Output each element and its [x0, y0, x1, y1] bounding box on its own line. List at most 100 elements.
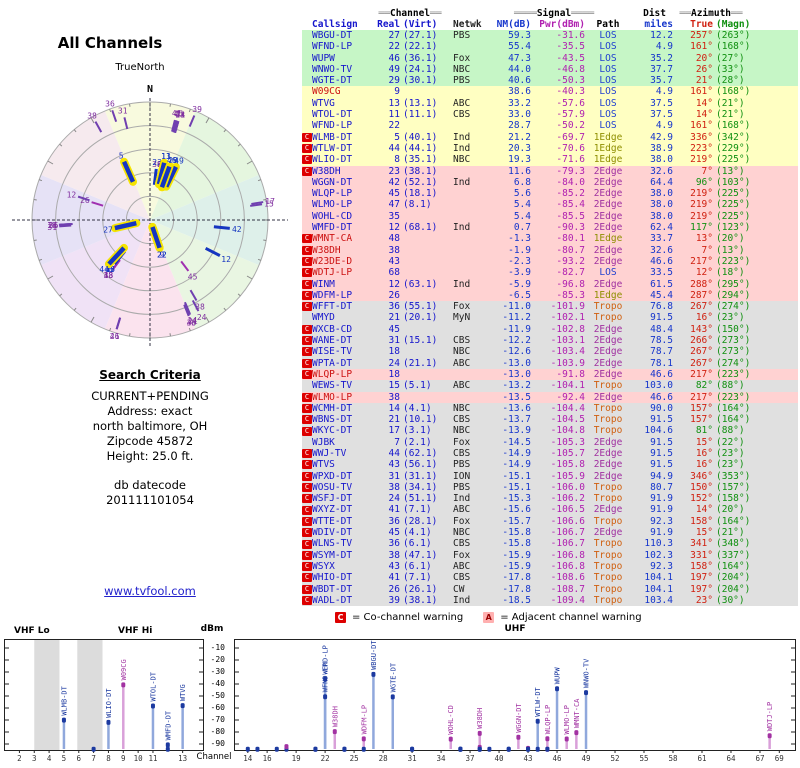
- call-cell[interactable]: W38DH: [312, 244, 341, 256]
- real-cell: 14: [388, 402, 400, 414]
- svg-text:31: 31: [118, 107, 128, 116]
- svg-text:43: 43: [187, 318, 197, 327]
- call-cell[interactable]: WEWS-TV: [312, 380, 353, 392]
- svg-text:11: 11: [148, 754, 157, 763]
- call-cell[interactable]: WOHL-CD: [312, 210, 353, 222]
- svg-text:WGTE-DT: WGTE-DT: [389, 662, 397, 692]
- call-cell[interactable]: WSYX: [312, 560, 335, 572]
- svg-text:WTOL-DT: WTOL-DT: [149, 671, 157, 701]
- call-cell[interactable]: WGGN-DT: [312, 176, 353, 188]
- call-cell[interactable]: WDTJ-LP: [312, 267, 353, 279]
- path-cell: 2Edge: [593, 165, 623, 177]
- virt-cell: (18.1): [403, 188, 438, 200]
- call-cell[interactable]: WTVS: [312, 459, 335, 471]
- real-cell: 48: [388, 233, 400, 245]
- call-cell[interactable]: WISE-TV: [312, 346, 353, 358]
- call-cell[interactable]: W23DE-D: [312, 255, 353, 267]
- pwr-cell: -79.3: [556, 165, 585, 177]
- call-cell[interactable]: WUPW: [312, 52, 335, 64]
- call-cell[interactable]: WPTA-DT: [312, 357, 353, 369]
- call-cell[interactable]: WLQP-LP: [312, 188, 353, 200]
- call-cell[interactable]: WSFJ-DT: [312, 493, 353, 505]
- net-cell: ABC: [453, 380, 471, 392]
- real-cell: 5: [394, 131, 400, 143]
- call-cell[interactable]: WMFD-DT: [312, 222, 353, 234]
- call-cell[interactable]: WTLW-DT: [312, 142, 353, 154]
- call-cell[interactable]: WFFT-DT: [312, 301, 353, 313]
- call-cell[interactable]: WLIO-DT: [312, 154, 353, 166]
- call-cell[interactable]: WLMO-LP: [312, 391, 353, 403]
- call-cell[interactable]: WCMH-DT: [312, 402, 353, 414]
- call-cell[interactable]: WDIV-DT: [312, 527, 353, 539]
- call-cell[interactable]: W09CG: [312, 86, 341, 98]
- call-cell[interactable]: WSYM-DT: [312, 549, 353, 561]
- dist-group-header: Dist: [643, 8, 666, 19]
- db-datecode-label: db datecode: [114, 478, 186, 492]
- call-cell[interactable]: WXCB-CD: [312, 323, 353, 335]
- svg-text:61: 61: [697, 754, 706, 763]
- true-cell: 14°: [695, 109, 713, 121]
- table-row: C WKYC-DT 17 (3.1) NBC -13.9 -104.8 Tropo 104.6 8…: [302, 425, 798, 437]
- call-cell[interactable]: WLMO-LP: [312, 199, 353, 211]
- miles-cell: 91.9: [650, 504, 673, 516]
- call-cell[interactable]: WFND-LP: [312, 120, 353, 132]
- call-cell[interactable]: WHIO-DT: [312, 572, 353, 584]
- path-cell: 2Edge: [593, 470, 623, 482]
- call-cell[interactable]: W38DH: [312, 165, 341, 177]
- call-cell[interactable]: WANE-DT: [312, 335, 353, 347]
- table-row: C WFFT-DT 36 (55.1) Fox -11.0 -101.9 Tropo 76.8 2…: [302, 301, 798, 313]
- magn-cell: (158°): [716, 493, 751, 505]
- miles-cell: 91.5: [650, 447, 673, 459]
- miles-cell: 91.5: [650, 436, 673, 448]
- magn-cell: (274°): [716, 357, 751, 369]
- warn-cell: [302, 314, 312, 323]
- true-cell: 346°: [690, 470, 713, 482]
- call-cell[interactable]: WMNT-CA: [312, 233, 353, 245]
- warn-cell: [302, 189, 312, 198]
- call-cell[interactable]: WLMB-DT: [312, 131, 353, 143]
- call-cell[interactable]: WLNS-TV: [312, 538, 353, 550]
- tvfool-link[interactable]: www.tvfool.com: [104, 584, 196, 598]
- call-cell[interactable]: WGTE-DT: [312, 75, 353, 87]
- svg-text:WGGN-DT: WGGN-DT: [515, 703, 523, 733]
- true-cell: 161°: [690, 120, 713, 132]
- call-cell[interactable]: WNWO-TV: [312, 63, 353, 75]
- header-spacer: [446, 8, 484, 19]
- call-cell[interactable]: WDFM-LP: [312, 289, 353, 301]
- call-cell[interactable]: WJBK: [312, 436, 335, 448]
- call-cell[interactable]: WMYD: [312, 312, 335, 324]
- call-cell[interactable]: WPXD-DT: [312, 470, 353, 482]
- call-cell[interactable]: WOSU-TV: [312, 481, 353, 493]
- call-cell[interactable]: WTTE-DT: [312, 515, 353, 527]
- real-cell: 36: [388, 515, 400, 527]
- call-cell[interactable]: WADL-DT: [312, 594, 353, 606]
- svg-text:3: 3: [32, 754, 37, 763]
- nm-cell: -14.5: [502, 436, 531, 448]
- call-cell[interactable]: WKYC-DT: [312, 425, 353, 437]
- magn-cell: (263°): [716, 30, 751, 41]
- nm-cell: 59.3: [508, 30, 531, 41]
- call-cell[interactable]: WINM: [312, 278, 335, 290]
- call-cell[interactable]: WXYZ-DT: [312, 504, 353, 516]
- call-cell[interactable]: WLQP-LP: [312, 368, 353, 380]
- call-cell[interactable]: WWJ-TV: [312, 447, 347, 459]
- magn-cell: (28°): [716, 75, 745, 87]
- call-cell[interactable]: WBNS-DT: [312, 414, 353, 426]
- call-cell[interactable]: WFND-LP: [312, 41, 353, 53]
- nm-cell: 33.2: [508, 97, 531, 109]
- magn-cell: (18°): [716, 267, 745, 279]
- call-cell[interactable]: WTVG: [312, 97, 335, 109]
- svg-text:WFND-LP: WFND-LP: [322, 663, 330, 693]
- real-cell: 36: [388, 301, 400, 313]
- magn-cell: (168°): [716, 120, 751, 132]
- true-cell: 197°: [690, 572, 713, 584]
- svg-text:18: 18: [47, 221, 57, 230]
- real-cell: 26: [388, 289, 400, 301]
- call-cell[interactable]: WTOL-DT: [312, 109, 353, 121]
- virt-cell: (27.1): [403, 30, 438, 41]
- call-cell[interactable]: WBGU-DT: [312, 30, 353, 41]
- magn-cell: (88°): [716, 425, 745, 437]
- call-cell[interactable]: WBDT-DT: [312, 583, 353, 595]
- nm-cell: 40.6: [508, 75, 531, 87]
